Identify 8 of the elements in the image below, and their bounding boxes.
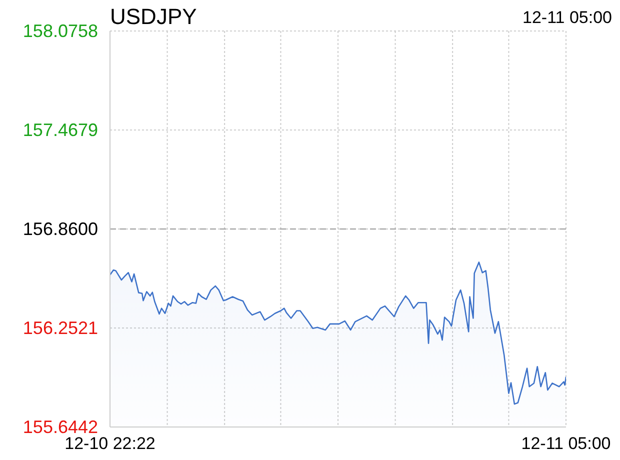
chart-title: USDJPY [110,4,197,30]
y-tick-label: 157.4679 [22,120,98,140]
x-tick-label: 12-10 22:22 [64,434,156,453]
y-tick-label: 158.0758 [22,21,98,41]
text: 12-11 05:00 [522,8,612,28]
y-tick-label: 155.6442 [22,417,98,437]
y-tick-label: 156.8600 [22,219,98,239]
y-tick-label: 156.2521 [22,318,98,338]
